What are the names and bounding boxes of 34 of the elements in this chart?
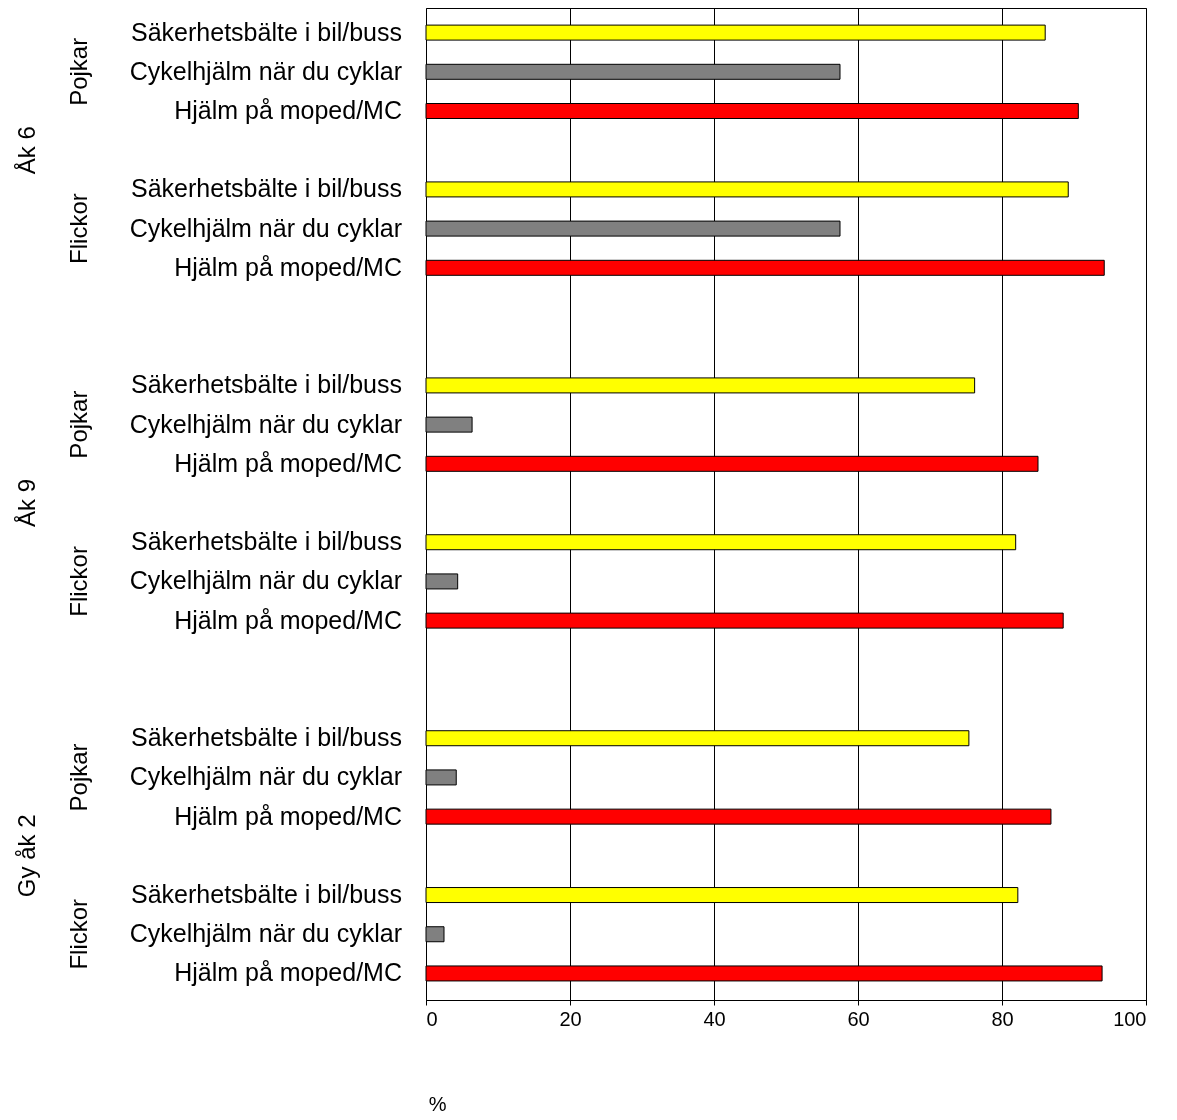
y-tick-label: Cykelhjälm när du cyklar [129,919,402,948]
y-tick-label: Säkerhetsbälte i bil/buss [131,370,402,399]
text: Pojkar [65,743,92,812]
y-tick-label: Hjälm på moped/MC [174,605,402,634]
y-tick-label: Säkerhetsbälte i bil/buss [131,174,402,203]
x-tick-label: 80 [991,1007,1014,1030]
y-tick-label: Hjälm på moped/MC [174,801,402,830]
y-tick-label: Hjälm på moped/MC [174,958,402,987]
x-tick-label: 0 [426,1007,438,1030]
text: Flickor [65,193,92,264]
x-tick-label: 60 [847,1007,870,1030]
y-tick-label: Hjälm på moped/MC [174,448,402,477]
x-tick-label: 20 [559,1007,582,1030]
y-tick-label: Cykelhjälm när du cyklar [129,762,402,791]
y-tick-label: Cykelhjälm när du cyklar [129,56,402,85]
y-tick-label: Säkerhetsbälte i bil/buss [131,880,402,909]
text: Åk 6 [13,126,40,175]
x-tick-label: 40 [703,1007,726,1030]
text: Pojkar [65,37,92,106]
x-axis-title: % [428,1092,447,1115]
text: Flickor [65,898,92,970]
text: Pojkar [65,390,92,459]
y-tick-label: Säkerhetsbälte i bil/buss [131,723,402,752]
y-tick-label: Cykelhjälm när du cyklar [129,566,402,595]
x-tick-label: 100 [1113,1007,1147,1030]
y-tick-label: Hjälm på moped/MC [174,252,402,281]
y-tick-label: Säkerhetsbälte i bil/buss [131,17,402,46]
text: Gy åk 2 [13,814,40,898]
text: Åk 9 [13,479,40,528]
y-tick-label: Hjälm på moped/MC [174,96,402,124]
y-tick-label: Cykelhjälm när du cyklar [129,409,402,438]
y-tick-label: Säkerhetsbälte i bil/buss [131,527,402,556]
text: Flickor [65,546,92,617]
y-tick-label: Cykelhjälm när du cyklar [129,213,402,242]
